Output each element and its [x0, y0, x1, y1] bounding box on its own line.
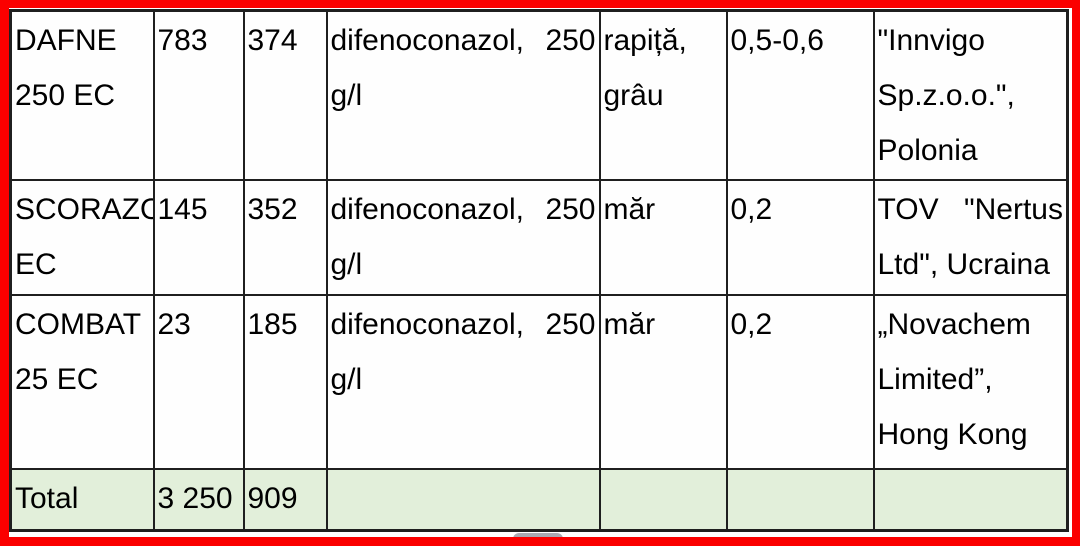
quantity2-cell: 374	[242, 9, 328, 181]
pesticides-table: DAFNE 250 EC 783 374 difenoconazol, 250 …	[9, 9, 1069, 532]
dose-value: 0,2	[730, 307, 773, 341]
table-row: DAFNE 250 EC 783 374 difenoconazol, 250 …	[9, 9, 1069, 181]
quantity2-value: 185	[247, 307, 298, 341]
total-row: Total 3 250 909	[9, 467, 1069, 532]
quantity1-value: 783	[157, 24, 208, 57]
manufacturer-line: Hong Kong	[877, 417, 1028, 451]
substance-name: difenoconazol,	[330, 192, 524, 226]
crop-cell: măr	[598, 178, 728, 296]
product-name-cell: COMBAT 25 EC	[9, 293, 155, 470]
product-name-line: 250 EC	[15, 79, 116, 112]
substance-justified-line: difenoconazol, 250	[331, 297, 596, 352]
total-label: Total	[15, 481, 79, 515]
total-qty2-cell: 909	[242, 467, 328, 532]
empty-cell	[598, 467, 728, 532]
manufacturer-name-part: TOV	[877, 192, 939, 226]
empty-cell	[325, 467, 601, 532]
quantity1-cell: 145	[152, 178, 245, 296]
table-row: SCORAZOL EC 145 352 difenoconazol, 250 g…	[9, 178, 1069, 296]
active-substance-cell: difenoconazol, 250 g/l	[325, 9, 601, 181]
manufacturer-line: "Innvigo	[877, 24, 985, 57]
manufacturer-line: Limited”,	[877, 362, 993, 396]
crop-line: măr	[603, 307, 656, 341]
substance-unit: g/l	[330, 362, 363, 396]
product-name-line: DAFNE	[15, 24, 117, 57]
substance-name: difenoconazol,	[330, 24, 524, 57]
substance-name: difenoconazol,	[330, 307, 524, 341]
quantity1-value: 145	[157, 192, 208, 226]
manufacturer-line: „Novachem	[877, 307, 1031, 341]
product-name-line: COMBAT	[15, 307, 142, 341]
total-qty2-value: 909	[247, 481, 298, 515]
product-name-line: SCORAZOL	[15, 192, 152, 226]
manufacturer-cell: "Innvigo Sp.z.o.o.", Polonia	[872, 9, 1069, 181]
crop-cell: măr	[598, 293, 728, 470]
product-name-line: 25 EC	[15, 362, 99, 396]
scrollbar-thumb[interactable]	[513, 533, 563, 546]
quantity1-cell: 783	[152, 9, 245, 181]
active-substance-cell: difenoconazol, 250 g/l	[325, 178, 601, 296]
quantity2-value: 374	[247, 24, 298, 57]
substance-concentration: 250	[545, 192, 596, 226]
manufacturer-justified-line: TOV "Nertus	[878, 182, 1064, 237]
empty-cell	[872, 467, 1069, 532]
manufacturer-line: Ltd", Ucraina	[877, 247, 1050, 281]
product-name-cell: SCORAZOL EC	[9, 178, 155, 296]
quantity1-cell: 23	[152, 293, 245, 470]
product-name-cell: DAFNE 250 EC	[9, 9, 155, 181]
manufacturer-line: Polonia	[877, 134, 978, 167]
crop-cell: rapiță, grâu	[598, 9, 728, 181]
quantity2-cell: 185	[242, 293, 328, 470]
product-name-line: EC	[15, 247, 57, 281]
quantity2-cell: 352	[242, 178, 328, 296]
dose-cell: 0,2	[725, 178, 875, 296]
manufacturer-cell: „Novachem Limited”, Hong Kong	[872, 293, 1069, 470]
total-label-cell: Total	[9, 467, 155, 532]
empty-cell	[725, 467, 875, 532]
dose-value: 0,5-0,6	[730, 24, 824, 57]
substance-justified-line: difenoconazol, 250	[331, 13, 596, 68]
total-qty1-value: 3 250	[157, 481, 233, 515]
substance-concentration: 250	[545, 307, 596, 341]
crop-line: rapiță,	[603, 24, 687, 57]
table-row: COMBAT 25 EC 23 185 difenoconazol, 250 g…	[9, 293, 1069, 470]
substance-unit: g/l	[330, 79, 363, 112]
substance-concentration: 250	[545, 24, 596, 57]
total-qty1-cell: 3 250	[152, 467, 245, 532]
crop-line: grâu	[603, 79, 664, 112]
quantity2-value: 352	[247, 192, 298, 226]
substance-unit: g/l	[330, 247, 363, 281]
dose-cell: 0,2	[725, 293, 875, 470]
dose-cell: 0,5-0,6	[725, 9, 875, 181]
quantity1-value: 23	[157, 307, 191, 341]
dose-value: 0,2	[730, 192, 773, 226]
manufacturer-cell: TOV "Nertus Ltd", Ucraina	[872, 178, 1069, 296]
crop-line: măr	[603, 192, 656, 226]
manufacturer-line: Sp.z.o.o.",	[877, 79, 1015, 112]
manufacturer-name-part: "Nertus	[963, 192, 1063, 226]
active-substance-cell: difenoconazol, 250 g/l	[325, 293, 601, 470]
substance-justified-line: difenoconazol, 250	[331, 182, 596, 237]
